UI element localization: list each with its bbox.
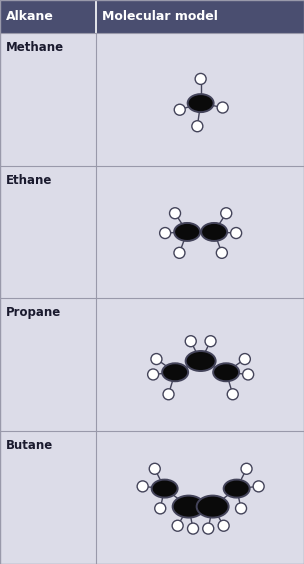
Text: Molecular model: Molecular model (102, 10, 218, 23)
Ellipse shape (151, 354, 162, 364)
Ellipse shape (174, 223, 200, 241)
Ellipse shape (231, 227, 242, 239)
Ellipse shape (185, 336, 196, 347)
Ellipse shape (253, 481, 264, 492)
Ellipse shape (137, 481, 148, 492)
Text: Alkane: Alkane (6, 10, 54, 23)
Ellipse shape (201, 223, 227, 241)
Ellipse shape (213, 363, 239, 381)
Ellipse shape (148, 369, 159, 380)
Ellipse shape (192, 121, 203, 132)
Text: Ethane: Ethane (6, 174, 52, 187)
Text: Butane: Butane (6, 439, 53, 452)
Ellipse shape (239, 354, 250, 364)
Text: Methane: Methane (6, 41, 64, 54)
Ellipse shape (188, 523, 199, 534)
Ellipse shape (172, 520, 183, 531)
Ellipse shape (186, 351, 216, 371)
Ellipse shape (174, 104, 185, 115)
Ellipse shape (170, 208, 181, 219)
Ellipse shape (224, 479, 250, 497)
Ellipse shape (173, 496, 205, 518)
Ellipse shape (243, 369, 254, 380)
Bar (0, 166, 304, 298)
Text: Propane: Propane (6, 306, 61, 319)
Bar (0, 0, 304, 33)
Bar (0, 33, 304, 166)
Ellipse shape (152, 479, 178, 497)
Ellipse shape (188, 94, 214, 112)
Ellipse shape (216, 248, 227, 258)
Ellipse shape (241, 463, 252, 474)
Ellipse shape (155, 503, 166, 514)
Bar (0, 298, 304, 431)
Ellipse shape (197, 496, 229, 518)
Ellipse shape (205, 336, 216, 347)
Ellipse shape (218, 520, 229, 531)
Ellipse shape (162, 363, 188, 381)
Bar (0, 431, 304, 564)
Ellipse shape (203, 523, 214, 534)
Ellipse shape (163, 389, 174, 400)
Ellipse shape (217, 102, 228, 113)
Ellipse shape (227, 389, 238, 400)
Ellipse shape (221, 208, 232, 219)
Ellipse shape (160, 227, 171, 239)
Ellipse shape (174, 248, 185, 258)
Ellipse shape (236, 503, 247, 514)
Ellipse shape (195, 73, 206, 85)
Ellipse shape (149, 463, 160, 474)
